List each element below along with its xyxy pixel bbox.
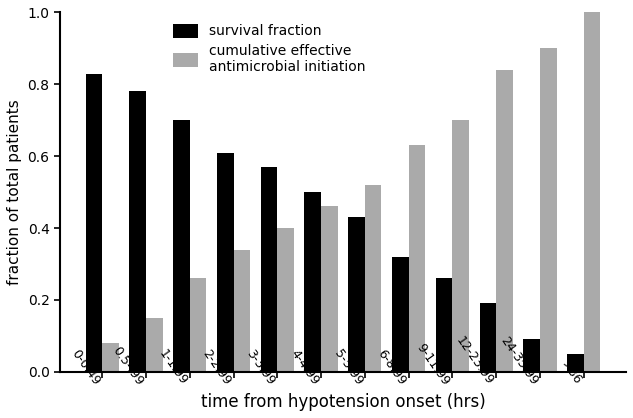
Bar (103, 343, 119, 372)
Bar (523, 339, 540, 372)
Bar (436, 278, 453, 372)
Bar (234, 250, 250, 372)
Bar (409, 145, 425, 372)
Bar (567, 354, 584, 372)
Bar (190, 278, 206, 372)
Bar (392, 257, 409, 372)
Bar (348, 217, 365, 372)
Bar (304, 192, 321, 372)
Bar (261, 167, 277, 372)
Bar (365, 185, 382, 372)
Bar (496, 70, 513, 372)
Bar (129, 92, 146, 372)
Bar (480, 303, 496, 372)
Bar (584, 13, 600, 372)
Legend: survival fraction, cumulative effective
antimicrobial initiation: survival fraction, cumulative effective … (169, 19, 370, 78)
Bar (217, 153, 234, 372)
Bar (173, 120, 190, 372)
Y-axis label: fraction of total patients: fraction of total patients (7, 99, 22, 285)
Bar (540, 48, 556, 372)
Bar (146, 318, 163, 372)
Bar (321, 206, 338, 372)
Bar (453, 120, 469, 372)
Bar (277, 228, 294, 372)
X-axis label: time from hypotension onset (hrs): time from hypotension onset (hrs) (201, 393, 486, 411)
Bar (85, 74, 103, 372)
